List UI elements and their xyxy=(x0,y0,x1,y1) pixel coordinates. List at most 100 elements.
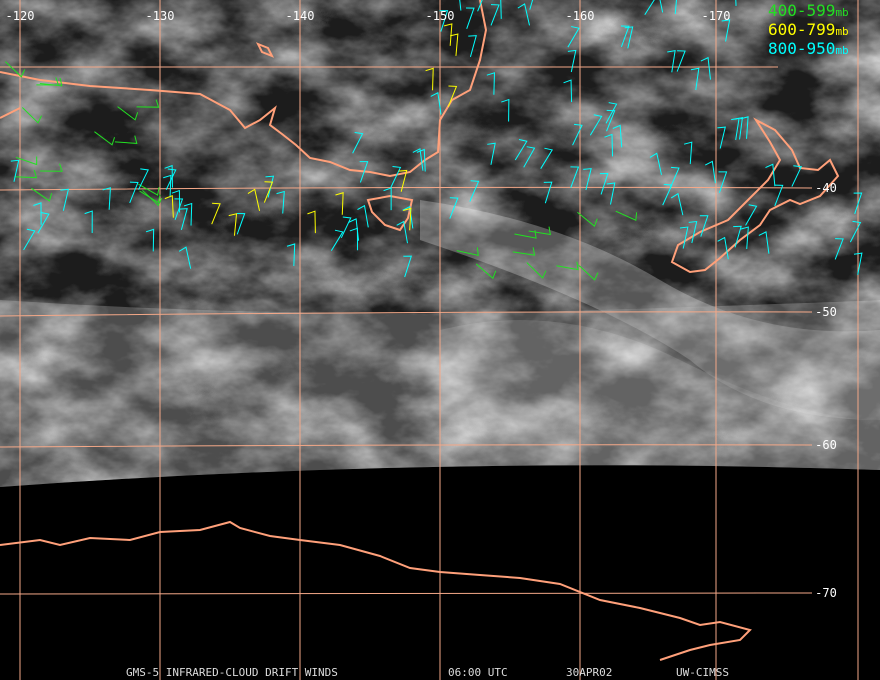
wind-barb xyxy=(456,247,479,256)
wind-barb xyxy=(37,212,50,234)
wind-barb xyxy=(612,124,623,148)
wind-barb xyxy=(605,102,618,124)
wind-barb xyxy=(674,0,677,15)
wind-barb xyxy=(791,165,803,187)
wind-barb xyxy=(5,61,26,78)
wind-barb xyxy=(178,246,192,269)
wind-barb xyxy=(286,243,296,266)
wind-barb xyxy=(444,23,453,46)
wind-barb xyxy=(164,194,174,218)
longitude-label: -140 xyxy=(286,9,315,23)
wind-barb xyxy=(84,210,93,234)
wind-barb xyxy=(733,225,742,248)
wind-barb xyxy=(425,67,434,91)
wind-barb xyxy=(649,152,662,175)
wind-barb xyxy=(468,35,477,58)
wind-barb xyxy=(14,169,38,179)
wind-barb xyxy=(183,202,193,226)
longitude-label: -170 xyxy=(702,9,731,23)
wind-barb xyxy=(228,213,238,236)
wind-barb xyxy=(359,161,369,183)
wind-barb xyxy=(60,188,70,211)
longitude-label: -160 xyxy=(566,9,595,23)
wind-barb xyxy=(430,92,442,115)
wind-barb xyxy=(164,164,173,188)
wind-barb xyxy=(540,147,553,169)
wind-barb xyxy=(247,188,261,211)
wind-barb xyxy=(487,142,496,165)
wind-barb xyxy=(94,131,115,146)
wind-barb xyxy=(138,168,149,190)
wind-barb xyxy=(465,7,475,30)
wind-barb xyxy=(543,181,553,204)
wind-barb xyxy=(403,255,413,278)
wind-barb xyxy=(352,132,364,154)
wind-barb xyxy=(512,247,536,256)
wind-barb xyxy=(114,135,138,144)
wind-barb xyxy=(690,67,700,91)
wind-barb xyxy=(688,220,698,244)
legend-unit: mb xyxy=(835,6,848,19)
wind-barb xyxy=(834,238,844,260)
longitude-label: -130 xyxy=(146,9,175,23)
wind-barb xyxy=(31,187,53,202)
wind-barb xyxy=(765,163,776,187)
wind-barb xyxy=(493,0,502,19)
legend-entry: 800-950mb xyxy=(768,39,849,58)
wind-barb xyxy=(459,0,462,11)
wind-barb xyxy=(33,202,42,225)
wind-barb xyxy=(667,49,676,73)
wind-barb xyxy=(556,261,579,271)
wind-barb xyxy=(577,211,598,228)
footer: GMS-5 INFRARED-CLOUD DRIFT WINDS 06:00 UT… xyxy=(126,666,729,679)
wind-barb xyxy=(23,228,36,251)
wind-barb xyxy=(330,229,344,251)
legend-entry: 600-799mb xyxy=(768,20,849,39)
wind-barb xyxy=(528,226,551,236)
wind-barb xyxy=(307,210,316,234)
wind-barb xyxy=(526,262,547,279)
wind-barb xyxy=(276,190,285,214)
wind-barb xyxy=(335,192,344,215)
legend-unit: mb xyxy=(835,44,848,57)
wind-barb xyxy=(604,133,614,157)
wind-barb xyxy=(501,98,510,122)
wind-barb xyxy=(15,156,38,166)
wind-barb xyxy=(563,79,573,103)
legend-range: 600-799 xyxy=(768,20,835,39)
wind-barb xyxy=(615,210,638,222)
wind-barb xyxy=(117,106,139,121)
wind-barb xyxy=(721,19,731,42)
legend-unit: mb xyxy=(835,25,848,38)
wind-barb xyxy=(403,207,412,231)
wind-barb xyxy=(717,126,726,149)
wind-barb xyxy=(340,216,352,239)
legend-range: 400-599 xyxy=(768,1,835,20)
wind-barb xyxy=(572,123,583,146)
wind-barb xyxy=(469,180,480,202)
wind-barb xyxy=(514,138,528,161)
wind-barb xyxy=(475,263,497,280)
wind-barb xyxy=(624,26,634,49)
wind-barb xyxy=(514,230,537,239)
wind-barb xyxy=(136,99,160,108)
wind-barb xyxy=(10,159,20,182)
wind-barb xyxy=(142,189,163,207)
wind-barb xyxy=(348,218,360,241)
wind-barb xyxy=(236,212,246,235)
wind-barb xyxy=(398,169,408,192)
longitude-label: -120 xyxy=(6,9,35,23)
latitude-label: -50 xyxy=(815,305,837,319)
latitude-label: -60 xyxy=(815,438,837,452)
wind-barb xyxy=(740,226,749,250)
wind-barb xyxy=(449,33,459,56)
wind-barb xyxy=(679,226,689,249)
wind-barb xyxy=(383,187,392,211)
wind-barb xyxy=(36,77,60,86)
wind-barb xyxy=(523,146,536,168)
wind-barb xyxy=(138,183,160,196)
wind-barb xyxy=(40,163,63,172)
wind-barb xyxy=(676,50,686,72)
